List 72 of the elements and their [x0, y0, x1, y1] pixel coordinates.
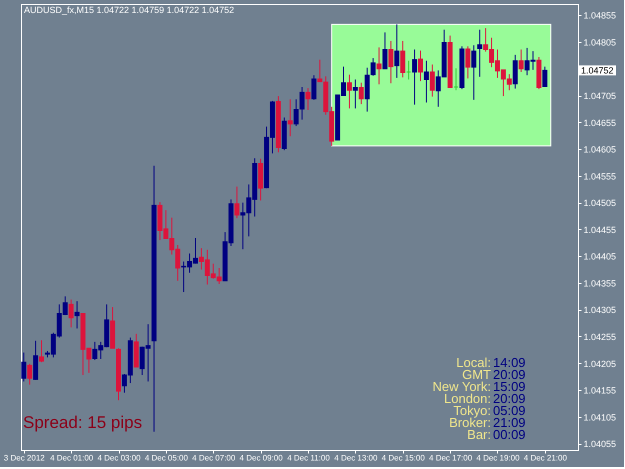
candlestick — [471, 44, 476, 100]
y-tick-label: 1.04455 — [584, 224, 616, 235]
y-tick-label: 1.04555 — [584, 171, 616, 182]
y-tick-label: 1.04105 — [584, 412, 616, 422]
candlestick — [311, 74, 316, 100]
y-tick-label: 1.04855 — [584, 10, 616, 21]
annotation: 14:09 — [493, 355, 526, 370]
x-tick-label: 4 Dec 09:00 — [240, 454, 284, 462]
candlestick — [305, 88, 310, 111]
candlestick — [430, 64, 435, 98]
y-tick-label: 1.04305 — [584, 305, 616, 316]
annotation: 21:09 — [493, 415, 526, 430]
x-tick-label: 4 Dec 11:00 — [287, 454, 330, 462]
annotation: Bar: — [467, 427, 491, 442]
candlestick — [382, 32, 388, 70]
candlestick — [388, 40, 394, 84]
y-tick-label: 1.04405 — [584, 252, 616, 262]
candlestick — [27, 363, 32, 386]
y-tick-label: 1.04655 — [584, 118, 616, 128]
y-tick-label: 1.04705 — [584, 91, 616, 102]
x-tick-label: 4 Dec 05:00 — [144, 454, 188, 462]
x-tick-label: 4 Dec 19:00 — [476, 454, 520, 462]
x-tick-label: 4 Dec 15:00 — [382, 454, 426, 462]
annotation: Spread: 15 pips — [23, 413, 142, 432]
candlestick — [74, 300, 80, 329]
annotation: GMT — [462, 367, 492, 382]
candlestick — [477, 29, 482, 78]
annotation: 15:09 — [493, 379, 526, 394]
annotation: 20:09 — [493, 391, 526, 406]
candlestick — [376, 46, 382, 85]
candlestick — [394, 24, 400, 78]
candlestick — [234, 186, 240, 219]
y-tick-label: 1.04205 — [584, 358, 616, 369]
x-tick-label: 4 Dec 13:00 — [334, 454, 378, 462]
candlestick — [418, 50, 423, 82]
candlestick — [412, 49, 418, 106]
candlestick — [68, 299, 74, 328]
x-tick-label: 4 Dec 07:00 — [192, 454, 236, 462]
annotation: New York: — [432, 379, 491, 394]
y-tick-label: 1.04605 — [584, 144, 616, 155]
y-tick-label: 1.04255 — [584, 332, 616, 342]
candlestick — [542, 66, 548, 87]
text: 1.04752 — [581, 65, 614, 76]
candlestick — [518, 49, 524, 72]
candlestick — [352, 78, 358, 109]
candlestick — [288, 98, 293, 137]
annotation: 00:09 — [493, 427, 526, 442]
candlestick — [512, 54, 518, 90]
candlestick — [21, 352, 26, 382]
annotation: 05:09 — [493, 403, 526, 418]
candlestick — [33, 340, 38, 380]
y-tick-label: 1.04355 — [584, 278, 616, 288]
y-tick-label: 1.04505 — [584, 198, 616, 208]
annotation: London: — [444, 391, 491, 406]
annotation: Local: — [456, 355, 491, 370]
x-tick-label: 4 Dec 21:00 — [524, 454, 568, 462]
candlestick — [465, 46, 470, 79]
chart-title: AUDUSD_fx,M15 1.04722 1.04759 1.04722 1.04752 — [24, 5, 234, 15]
candlestick — [39, 340, 44, 363]
y-tick-label: 1.04155 — [584, 386, 616, 396]
candlestick — [358, 82, 364, 105]
candlestick — [424, 60, 429, 104]
annotation: 20:09 — [493, 367, 526, 382]
candlestick — [400, 40, 406, 78]
annotation: Tokyo: — [453, 403, 491, 418]
x-tick-label: 4 Dec 17:00 — [429, 454, 473, 462]
y-tick-label: 1.04805 — [584, 38, 616, 48]
x-tick-label: 4 Dec 03:00 — [97, 454, 142, 462]
candlestick — [346, 74, 352, 109]
x-tick-label: 3 Dec 2012 — [4, 454, 46, 462]
x-tick-label: 4 Dec 01:00 — [50, 454, 94, 462]
y-tick-label: 1.04055 — [584, 439, 616, 450]
